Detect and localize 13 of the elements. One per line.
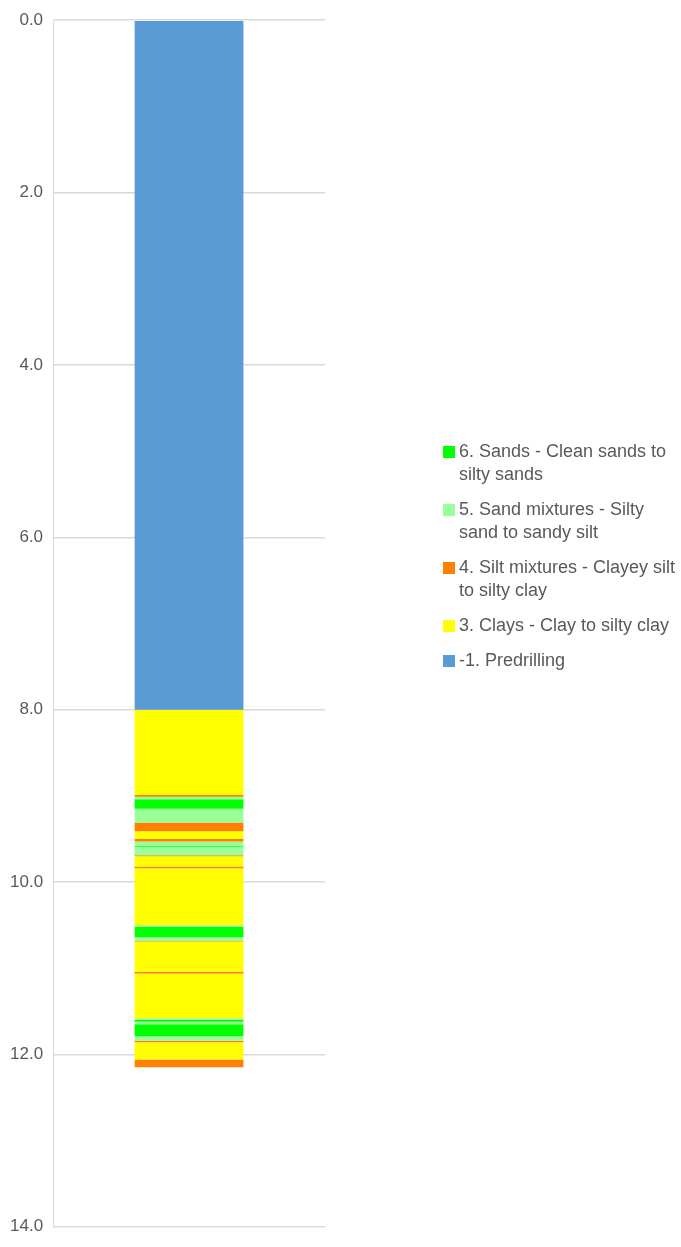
legend-label: 4. Silt mixtures - Clayey silt to silty clay bbox=[459, 556, 677, 602]
y-tick-label: 14.0 bbox=[9, 1216, 44, 1236]
y-tick-label: 4.0 bbox=[19, 354, 44, 374]
legend-label: 3. Clays - Clay to silty clay bbox=[459, 614, 671, 637]
legend-label: 5. Sand mixtures - Silty sand to sandy silt bbox=[459, 498, 646, 544]
y-tick-label: 8.0 bbox=[19, 699, 44, 719]
legend-label: -1. Predrilling bbox=[459, 649, 567, 672]
y-tick-label: 12.0 bbox=[9, 1044, 44, 1064]
y-tick-label: 10.0 bbox=[9, 871, 44, 891]
y-tick-label: 0.0 bbox=[19, 9, 44, 29]
legend-label: 6. Sands - Clean sands to silty sands bbox=[459, 440, 668, 486]
y-tick-label: 2.0 bbox=[19, 182, 44, 202]
y-tick-label: 6.0 bbox=[19, 527, 44, 546]
